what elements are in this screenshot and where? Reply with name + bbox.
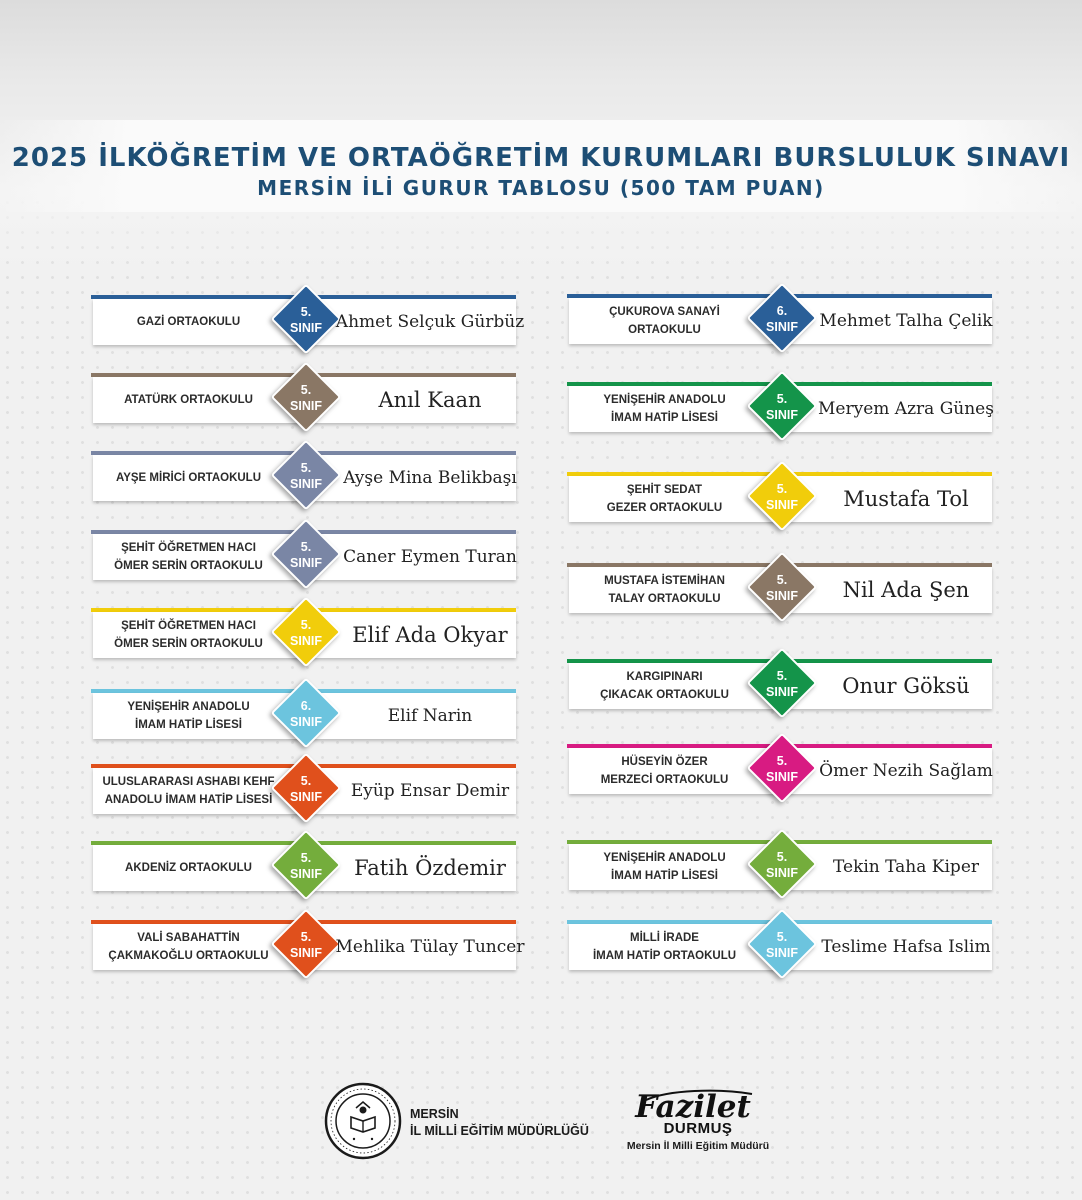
grade-label: 5. SINIF	[290, 618, 322, 648]
honor-card: HÜSEYİN ÖZER MERZECİ ORTAOKULU 5. SINIF Öm…	[567, 732, 993, 804]
student-name: Elif Ada Okyar	[352, 623, 508, 647]
student-name: Ayşe Mina Belikbaşı	[343, 468, 517, 488]
school-name: AKDENİZ ORTAOKULU	[125, 862, 252, 874]
honor-card: YENİŞEHİR ANADOLU İMAM HATİP LİSESİ 5. SI…	[567, 370, 994, 442]
student-name: Mehlika Tülay Tuncer	[335, 937, 525, 957]
grade-label: 5. SINIF	[766, 669, 798, 699]
honor-card: AYŞE MİRİCİ ORTAOKULU 5. SINIF Ayşe Mina B…	[91, 439, 517, 511]
school-name: ŞEHİT SEDAT GEZER ORTAOKULU	[606, 484, 723, 514]
school-name: YENİŞEHİR ANADOLU İMAM HATİP LİSESİ	[603, 394, 726, 424]
grade-label: 5. SINIF	[290, 930, 322, 960]
ministry-seal-icon	[324, 1082, 402, 1160]
student-name: Mustafa Tol	[843, 487, 969, 511]
student-name: Nil Ada Şen	[842, 578, 970, 602]
student-name: Tekin Taha Kiper	[832, 857, 980, 877]
grade-label: 6. SINIF	[290, 699, 322, 729]
honor-card: VALİ SABAHATTİN ÇAKMAKOĞLU ORTAOKULU 5. S…	[91, 908, 524, 980]
student-name: Meryem Azra Güneş	[818, 399, 994, 419]
grade-label: 5. SINIF	[766, 573, 798, 603]
grade-label: 5. SINIF	[290, 851, 322, 881]
honor-card: MUSTAFA İSTEMİHAN TALAY ORTAOKULU 5. SINI…	[567, 551, 992, 623]
grade-label: 5. SINIF	[766, 850, 798, 880]
student-name: Elif Narin	[387, 706, 473, 726]
honor-card: ATATÜRK ORTAOKULU 5. SINIF Anıl Kaan	[91, 361, 516, 433]
school-name: HÜSEYİN ÖZER MERZECİ ORTAOKULU	[600, 756, 729, 786]
school-name: AYŞE MİRİCİ ORTAOKULU	[115, 472, 262, 484]
school-name: ATATÜRK ORTAOKULU	[124, 394, 253, 406]
grade-label: 5. SINIF	[290, 383, 322, 413]
honor-card: ÇUKUROVA SANAYİ ORTAOKULU 6. SINIF Mehmet …	[567, 282, 993, 354]
honor-card: GAZİ ORTAOKULU 5. SINIF Ahmet Selçuk Gürbü…	[91, 283, 524, 355]
school-name: VALİ SABAHATTİN ÇAKMAKOĞLU ORTAOKULU	[108, 932, 269, 962]
student-name: Mehmet Talha Çelik	[819, 311, 993, 331]
honor-card: ŞEHİT ÖĞRETMEN HACI ÖMER SERİN ORTAOKULU…	[91, 596, 516, 668]
school-name: ŞEHİT ÖĞRETMEN HACI ÖMER SERİN ORTAOKULU	[114, 620, 263, 650]
student-name: Anıl Kaan	[378, 388, 482, 412]
grade-label: 5. SINIF	[290, 540, 322, 570]
student-name: Eyüp Ensar Demir	[350, 781, 510, 801]
school-name: YENİŞEHİR ANADOLU İMAM HATİP LİSESİ	[603, 852, 726, 882]
student-name: Caner Eymen Turan	[343, 547, 517, 567]
grade-label: 5. SINIF	[766, 482, 798, 512]
honor-card: YENİŞEHİR ANADOLU İMAM HATİP LİSESİ 5. SI…	[567, 828, 992, 900]
honor-card: AKDENİZ ORTAOKULU 5. SINIF Fatih Özdemir	[91, 829, 516, 901]
school-name: ÇUKUROVA SANAYİ ORTAOKULU	[609, 306, 720, 336]
school-name: GAZİ ORTAOKULU	[136, 316, 241, 328]
page-subtitle: MERSİN İLİ GURUR TABLOSU (500 TAM PUAN)	[257, 176, 825, 200]
honor-card: ULUSLARARASI ASHABI KEHF ANADOLU İMAM HA…	[91, 752, 516, 824]
institution-name-line2: İL MİLLİ EĞİTİM MÜDÜRLÜĞÜ	[410, 1124, 589, 1138]
honor-card: YENİŞEHİR ANADOLU İMAM HATİP LİSESİ 6. SI…	[91, 677, 516, 749]
honor-card: ŞEHİT ÖĞRETMEN HACI ÖMER SERİN ORTAOKULU…	[91, 518, 517, 590]
honor-card: KARGIPINARI ÇIKACAK ORTAOKULU 5. SINIF Onu…	[567, 647, 992, 719]
signature-last-name: DURMUŞ	[663, 1120, 733, 1137]
signature-role: Mersin İl Milli Eğitim Müdürü	[626, 1140, 770, 1152]
grade-label: 5. SINIF	[766, 930, 798, 960]
school-name: MİLLİ İRADE İMAM HATİP ORTAOKULU	[592, 932, 737, 962]
signature-first-name: Fazilet	[635, 1089, 751, 1125]
school-name: ŞEHİT ÖĞRETMEN HACI ÖMER SERİN ORTAOKULU	[114, 542, 263, 572]
page-title: 2025 İLKÖĞRETİM VE ORTAÖĞRETİM KURUMLARI…	[11, 143, 1071, 173]
grade-label: 5. SINIF	[766, 392, 798, 422]
student-name: Teslime Hafsa Islim	[821, 937, 991, 957]
honor-card: ŞEHİT SEDAT GEZER ORTAOKULU 5. SINIF Musta…	[567, 460, 992, 532]
student-name: Onur Göksü	[842, 674, 970, 698]
institution-name-line1: MERSİN	[410, 1107, 459, 1121]
school-name: KARGIPINARI ÇIKACAK ORTAOKULU	[600, 671, 729, 701]
signature-swoosh	[645, 1089, 753, 1101]
grade-label: 6. SINIF	[766, 304, 798, 334]
student-name: Fatih Özdemir	[354, 856, 506, 880]
grade-label: 5. SINIF	[290, 305, 322, 335]
student-name: Ömer Nezih Sağlam	[819, 761, 993, 781]
grade-label: 5. SINIF	[290, 774, 322, 804]
school-name: ULUSLARARASI ASHABI KEHF ANADOLU İMAM HA…	[102, 776, 275, 806]
student-name: Ahmet Selçuk Gürbüz	[335, 312, 525, 332]
honor-card: MİLLİ İRADE İMAM HATİP ORTAOKULU 5. SINIF…	[567, 908, 992, 980]
grade-label: 5. SINIF	[766, 754, 798, 784]
school-name: MUSTAFA İSTEMİHAN TALAY ORTAOKULU	[604, 575, 725, 605]
school-name: YENİŞEHİR ANADOLU İMAM HATİP LİSESİ	[127, 701, 250, 731]
title-band	[0, 120, 1082, 212]
grade-label: 5. SINIF	[290, 461, 322, 491]
